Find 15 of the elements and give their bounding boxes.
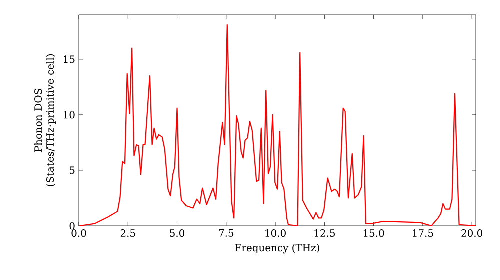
x-tick-label: 5.0 (170, 230, 185, 238)
y-tick-label: 0 (70, 222, 75, 230)
x-tick-label: 2.5 (120, 230, 136, 238)
x-axis-title: Frequency (THz) (235, 244, 320, 254)
y-tick-label: 5 (70, 166, 75, 174)
x-tick-label: 12.5 (314, 230, 335, 238)
y-tick-label: 15 (64, 56, 75, 64)
x-tick-label: 20.0 (462, 230, 483, 238)
x-tick-label: 10.0 (266, 230, 286, 238)
x-tick-label: 17.5 (413, 230, 434, 238)
x-tick-label: 15.0 (364, 230, 384, 238)
y-tick-label: 10 (64, 111, 75, 119)
y-axis-title: Phonon DOS (States/THz·primitive cell) (34, 54, 56, 186)
x-tick-label: 0.0 (72, 230, 86, 238)
x-tick-label: 7.5 (219, 230, 234, 237)
